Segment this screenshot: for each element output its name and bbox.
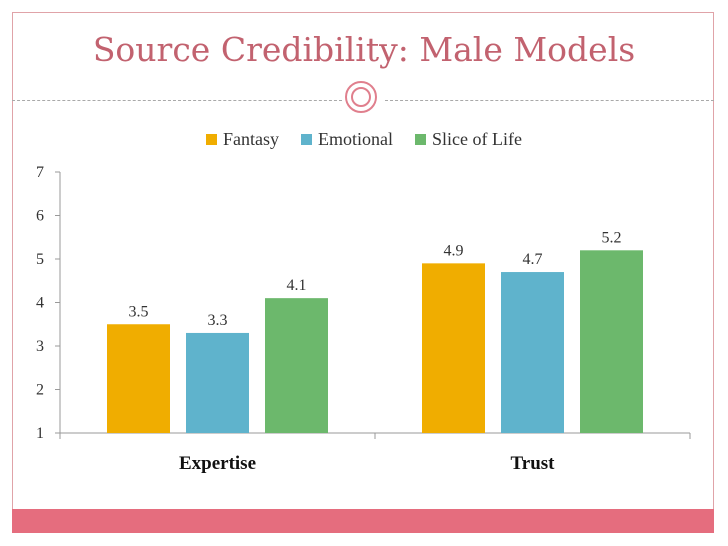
y-tick-label: 3 (36, 338, 44, 355)
bar-fantasy (422, 263, 485, 433)
y-tick-label: 1 (36, 425, 44, 442)
legend-item-slice-of-life: Slice of Life (415, 129, 522, 150)
bar-slice-of-life (580, 250, 643, 433)
legend-label-fantasy: Fantasy (223, 129, 280, 149)
title-divider-left (12, 100, 342, 101)
bar-data-label: 5.2 (602, 229, 622, 246)
chart-legend: Fantasy Emotional Slice of Life (0, 129, 728, 150)
legend-item-emotional: Emotional (301, 129, 393, 150)
legend-swatch-fantasy (206, 134, 218, 145)
legend-swatch-slice-of-life (415, 134, 427, 145)
legend-swatch-emotional (301, 134, 313, 145)
legend-item-fantasy: Fantasy (206, 129, 279, 150)
legend-label-emotional: Emotional (318, 129, 394, 149)
bar-emotional (186, 332, 249, 433)
x-category-label: Expertise (179, 453, 256, 474)
circle-ornament-icon (345, 81, 377, 113)
bar-data-label: 4.1 (287, 277, 307, 294)
bar-data-label: 4.7 (523, 251, 543, 268)
y-tick-label: 7 (36, 164, 44, 181)
bar-fantasy (107, 324, 170, 433)
bar-emotional (501, 272, 564, 433)
bar-data-label: 3.5 (129, 303, 149, 320)
legend-label-slice-of-life: Slice of Life (432, 129, 522, 149)
bar-data-label: 3.3 (208, 312, 228, 329)
slide-title: Source Credibility: Male Models (92, 30, 636, 69)
bar-data-label: 4.9 (444, 242, 464, 259)
y-tick-label: 5 (36, 251, 44, 268)
bar-slice-of-life (265, 298, 328, 433)
title-divider-right (385, 100, 714, 101)
y-tick-label: 4 (36, 295, 44, 312)
y-tick-label: 6 (36, 208, 44, 225)
footer-bar (12, 509, 714, 533)
x-category-label: Trust (511, 453, 556, 474)
y-tick-label: 2 (36, 382, 44, 399)
